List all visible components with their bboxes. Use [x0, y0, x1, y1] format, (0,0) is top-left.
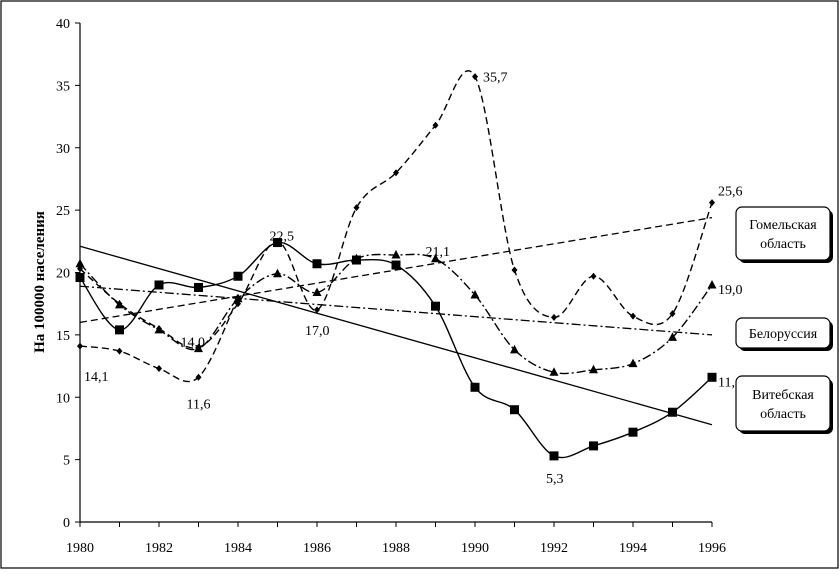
data-label: 14,0	[181, 335, 206, 350]
legend-box	[735, 206, 831, 261]
x-tick-label: 1984	[224, 541, 252, 556]
y-tick-label: 15	[56, 329, 70, 344]
y-tick-label: 0	[63, 516, 70, 531]
legend-box	[735, 317, 831, 349]
legend-label: Белоруссия	[749, 327, 818, 342]
triangle-marker	[628, 358, 638, 368]
square-marker	[312, 259, 322, 269]
legend: Гомельская область Белоруссия Витебская обла…	[735, 206, 833, 434]
y-tick-label: 40	[56, 17, 70, 32]
data-label: 35,7	[483, 71, 508, 86]
x-tick-label: 1980	[66, 541, 94, 556]
square-marker	[194, 282, 203, 292]
x-tick-label: 1992	[540, 541, 568, 556]
y-tick-label: 10	[56, 391, 70, 406]
triangle-marker	[115, 299, 124, 309]
data-label: 25,6	[718, 185, 743, 200]
square-marker	[352, 255, 361, 265]
diamond-marker	[669, 310, 676, 318]
diamond-marker	[77, 342, 83, 350]
diamond-marker	[314, 306, 320, 314]
diamond-marker	[156, 365, 162, 373]
data-labels: 35,725,622,521,119,017,014,014,111,611,6…	[84, 71, 743, 487]
x-tick-label: 1986	[303, 541, 331, 556]
square-marker	[668, 407, 677, 417]
trend-line-2	[79, 245, 713, 426]
triangle-marker	[549, 367, 559, 376]
square-marker	[431, 301, 440, 311]
x-tick-label: 1988	[382, 541, 410, 556]
data-label: 17,0	[305, 324, 330, 339]
diamond-marker	[116, 347, 123, 355]
data-label: 5,3	[546, 472, 564, 487]
legend-label: Гомельская	[749, 218, 817, 233]
triangle-marker	[391, 250, 401, 259]
triangle-marker	[312, 287, 322, 296]
triangle-marker	[75, 258, 85, 268]
square-marker	[391, 260, 401, 270]
triangle-marker	[707, 279, 717, 289]
diamond-marker	[630, 312, 636, 320]
legend-label: область	[760, 407, 806, 422]
diamond-marker	[551, 313, 557, 321]
diamond-marker	[511, 266, 518, 274]
data-label: 21,1	[426, 245, 451, 260]
square-marker	[628, 427, 638, 437]
triangle-marker	[589, 364, 598, 374]
data-label: 19,0	[718, 283, 743, 298]
diamond-marker	[195, 373, 202, 381]
trend-line-1	[79, 285, 713, 336]
square-marker	[273, 238, 282, 248]
trend-line-0	[79, 216, 713, 324]
y-tick-label: 30	[56, 142, 70, 157]
x-tick-label: 1996	[698, 541, 726, 556]
data-label: 14,1	[84, 370, 109, 385]
x-tick-label: 1990	[461, 541, 489, 556]
triangle-marker	[510, 344, 519, 354]
triangle-marker	[470, 289, 480, 299]
legend-box	[735, 375, 831, 432]
y-tick-label: 25	[56, 204, 70, 219]
diamond-marker	[353, 204, 360, 212]
square-marker	[589, 441, 598, 451]
square-marker	[549, 451, 559, 461]
x-tick-label: 1982	[145, 541, 173, 556]
series-markers	[75, 73, 717, 461]
data-label: 22,5	[270, 229, 295, 244]
square-marker	[510, 405, 519, 415]
diamond-marker	[590, 272, 597, 280]
diamond-marker	[432, 121, 439, 129]
axes: 0 5 10 15 20 25 30 35 40 1980 1982 1984 1986 1988 1990…	[56, 17, 726, 556]
square-marker	[75, 272, 85, 282]
diamond-marker	[472, 73, 478, 81]
square-marker	[115, 325, 124, 335]
y-tick-label: 35	[56, 79, 70, 94]
triangle-marker	[194, 343, 203, 353]
y-tick-label: 20	[56, 267, 70, 282]
diamond-marker	[393, 169, 399, 177]
square-marker	[470, 382, 480, 392]
legend-label: Витебская	[752, 388, 814, 403]
square-marker	[233, 271, 243, 281]
y-axis-label: На 100000 населения	[32, 211, 48, 353]
x-tick-label: 1994	[619, 541, 647, 556]
legend-label: область	[760, 237, 806, 252]
triangle-marker	[273, 268, 282, 278]
square-marker	[154, 280, 164, 290]
triangle-marker	[431, 253, 440, 263]
square-marker	[707, 372, 717, 382]
triangle-marker	[668, 332, 677, 341]
diamond-marker	[709, 199, 715, 207]
data-label: 11,6	[187, 397, 211, 412]
diamond-marker	[235, 293, 241, 301]
trend-lines	[79, 216, 713, 426]
y-tick-label: 5	[63, 454, 70, 469]
triangle-marker	[154, 324, 164, 334]
